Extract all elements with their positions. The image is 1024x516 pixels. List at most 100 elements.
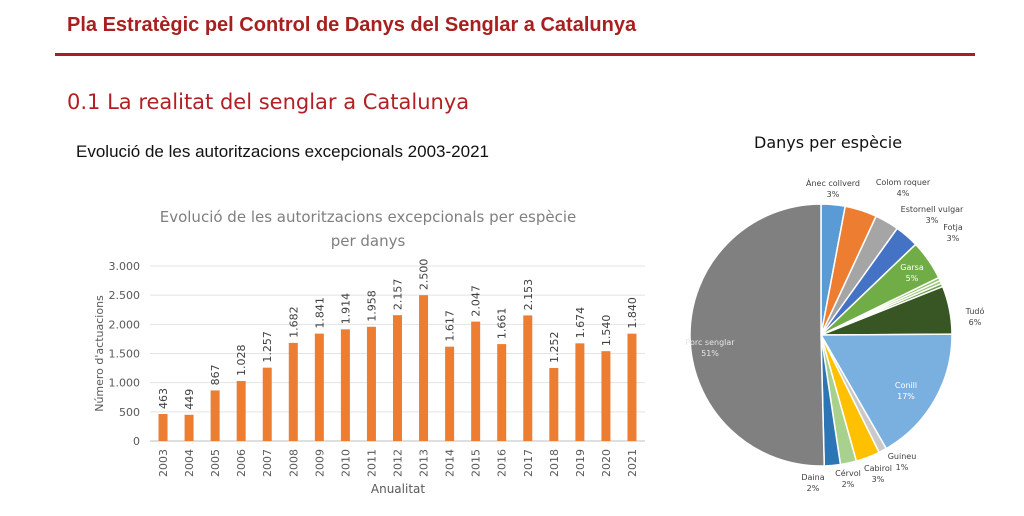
pie-label-name: Guineu xyxy=(888,452,917,461)
x-tick-label: 2014 xyxy=(444,449,457,477)
pie-label-name: Garsa xyxy=(900,263,924,272)
pie-label-name: Conill xyxy=(895,381,917,390)
pie-label-percent: 3% xyxy=(926,216,939,225)
bar-value-label: 1.540 xyxy=(600,315,613,347)
bar-value-label: 1.674 xyxy=(574,307,587,339)
pie-label-name: Ànec collverd xyxy=(806,177,860,188)
bar-2009 xyxy=(314,333,324,441)
x-tick-label: 2007 xyxy=(261,449,274,477)
bar-2021 xyxy=(627,333,637,441)
bar-value-label: 1.958 xyxy=(365,290,378,322)
bar-2016 xyxy=(497,344,507,441)
pie-label-name: Cérvol xyxy=(835,468,861,478)
bar-value-label: 449 xyxy=(183,389,196,410)
bar-2006 xyxy=(236,381,246,441)
y-tick-label: 500 xyxy=(119,406,140,419)
pie-label-name: Cabirol xyxy=(864,464,892,473)
pie-label-name: Fotja xyxy=(943,223,963,232)
x-tick-label: 2005 xyxy=(209,449,222,477)
x-tick-label: 2021 xyxy=(626,449,639,477)
x-tick-label: 2018 xyxy=(548,449,561,477)
x-tick-label: 2006 xyxy=(235,449,248,477)
pie-slice-porc-senglar xyxy=(689,203,826,467)
bar-2005 xyxy=(210,390,220,441)
pie-label-percent: 17% xyxy=(897,392,915,401)
bar-value-label: 1.257 xyxy=(261,331,274,363)
x-tick-label: 2015 xyxy=(470,449,483,477)
x-tick-label: 2008 xyxy=(287,449,300,477)
bar-value-label: 1.840 xyxy=(626,297,639,329)
bar-chart-caption: Evolució de les autoritzacions excepcion… xyxy=(76,142,489,161)
bar-value-label: 1.841 xyxy=(313,297,326,329)
y-tick-label: 3.000 xyxy=(109,260,141,273)
bar-value-label: 1.617 xyxy=(444,310,457,342)
x-tick-label: 2004 xyxy=(183,449,196,477)
y-axis-label: Número d'actuacions xyxy=(93,295,106,412)
pie-label-percent: 2% xyxy=(807,484,820,493)
bar-2004 xyxy=(184,414,194,441)
x-tick-label: 2019 xyxy=(574,449,587,477)
pie-chart-caption: Danys per espècie xyxy=(754,133,903,152)
bar-value-label: 1.252 xyxy=(548,331,561,363)
x-axis-label: Anualitat xyxy=(371,482,426,496)
pie-label-percent: 51% xyxy=(701,349,719,358)
bar-value-label: 463 xyxy=(157,388,170,409)
bar-chart-subtitle: per danys xyxy=(331,232,406,250)
x-tick-label: 2013 xyxy=(418,449,431,477)
bar-value-label: 2.047 xyxy=(470,285,483,317)
bar-2020 xyxy=(601,351,611,441)
pie-label-percent: 3% xyxy=(872,475,885,484)
bar-value-label: 867 xyxy=(209,364,222,385)
pie-label-percent: 4% xyxy=(897,189,910,198)
bar-value-label: 2.153 xyxy=(522,279,535,311)
pie-slice-conill xyxy=(819,333,953,450)
pie-label-name: Tudó xyxy=(965,306,985,316)
bar-2014 xyxy=(445,346,455,441)
pie-label-name: Daina xyxy=(801,473,824,482)
bar-2015 xyxy=(471,321,481,441)
bar-value-label: 1.914 xyxy=(339,293,352,325)
bar-2012 xyxy=(393,315,402,441)
pie-label-percent: 2% xyxy=(842,480,855,489)
pie-label-percent: 1% xyxy=(896,463,909,472)
x-tick-label: 2016 xyxy=(496,449,509,477)
x-tick-label: 2010 xyxy=(339,449,352,477)
bar-2019 xyxy=(575,343,585,441)
pie-label-percent: 6% xyxy=(969,318,982,327)
bar-2008 xyxy=(288,342,298,441)
y-tick-label: 2.500 xyxy=(109,289,141,302)
bar-2017 xyxy=(523,315,533,441)
pie-label-name: Colom roquer xyxy=(876,178,931,187)
y-tick-label: 1.500 xyxy=(109,348,141,361)
section-title: 0.1 La realitat del senglar a Catalunya xyxy=(67,90,470,114)
y-tick-label: 2.000 xyxy=(109,318,141,331)
page-title: Pla Estratègic pel Control de Danys del … xyxy=(67,14,637,36)
bar-2018 xyxy=(549,367,559,441)
bar-2011 xyxy=(366,326,376,441)
x-tick-label: 2017 xyxy=(522,449,535,477)
bar-value-label: 2.157 xyxy=(392,279,405,311)
pie-label-name: Estornell vulgar xyxy=(901,205,964,214)
x-tick-label: 2012 xyxy=(392,449,405,477)
bar-2013 xyxy=(419,295,429,441)
x-tick-label: 2003 xyxy=(157,449,170,477)
bar-2003 xyxy=(158,413,168,441)
y-tick-label: 1.000 xyxy=(109,377,141,390)
bar-2007 xyxy=(262,367,272,441)
pie-label-percent: 5% xyxy=(906,274,919,283)
pie-label-percent: 3% xyxy=(947,234,960,243)
x-tick-label: 2009 xyxy=(313,449,326,477)
x-tick-label: 2020 xyxy=(600,449,613,477)
bar-value-label: 1.028 xyxy=(235,345,248,377)
title-divider xyxy=(55,53,975,56)
bar-value-label: 1.661 xyxy=(496,308,509,340)
bar-2010 xyxy=(340,329,350,441)
bar-value-label: 1.682 xyxy=(287,306,300,338)
pie-label-name: Porc senglar xyxy=(685,338,735,347)
x-tick-label: 2011 xyxy=(365,449,378,477)
bar-chart-title: Evolució de les autoritzacions excepcion… xyxy=(160,208,577,226)
pie-label-percent: 3% xyxy=(827,190,840,199)
bar-value-label: 2.500 xyxy=(418,259,431,291)
